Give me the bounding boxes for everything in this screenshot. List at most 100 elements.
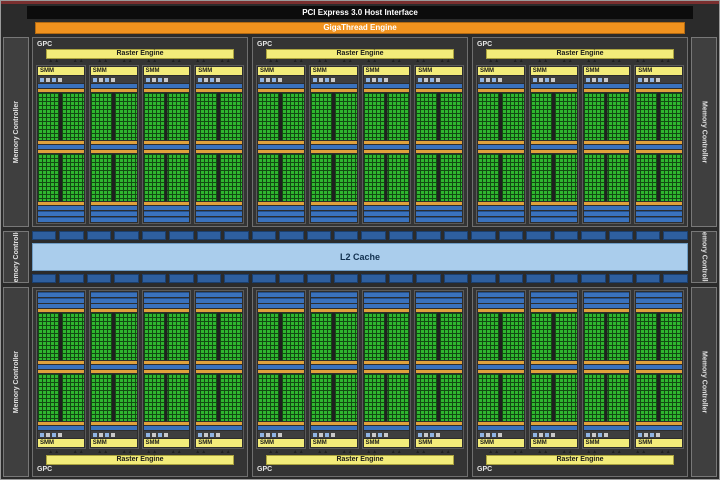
polymorph-engine [478, 431, 524, 438]
polymorph-icon [330, 432, 335, 437]
instruction-cache-bar [38, 84, 84, 88]
polymorph-icon [550, 77, 555, 82]
warp-scheduler-bar [636, 202, 682, 205]
cuda-core-grid [196, 374, 242, 421]
triangle-icon: ▲▲ [121, 449, 134, 455]
triangle-icon: ▲▲ [586, 58, 599, 64]
polymorph-icon [430, 77, 435, 82]
smm-unit: SMM [308, 290, 359, 449]
warp-scheduler-bar [416, 361, 462, 364]
warp-scheduler-bar [636, 370, 682, 373]
warp-scheduler-bar [90, 361, 137, 364]
warp-scheduler-bar [143, 309, 190, 312]
warp-scheduler-bar [363, 361, 410, 364]
cuda-core-grid [636, 93, 682, 140]
warp-scheduler-bar [90, 150, 137, 153]
l2-slice [663, 231, 688, 240]
l2-slice [251, 274, 277, 283]
smm-label: SMM [196, 67, 242, 75]
smm-label: SMM [143, 67, 190, 75]
memory-controller-label: Memory Controller [700, 231, 708, 283]
polymorph-icon [198, 432, 203, 437]
warp-scheduler-bar [416, 141, 462, 144]
l2-slice [141, 274, 167, 283]
polymorph-engine [90, 76, 137, 83]
texture-cache-bar [583, 304, 630, 308]
warp-scheduler-bar [478, 370, 524, 373]
instruction-cache-bar [90, 426, 137, 430]
warp-scheduler-bar [143, 361, 190, 364]
texture-unit-bar [310, 211, 357, 216]
warp-scheduler-bar [90, 202, 137, 205]
smm-label: SMM [478, 67, 524, 75]
smm-unit: SMM [528, 65, 579, 224]
texture-cache-bar [636, 304, 682, 308]
triangle-icon: ▲▲ [415, 449, 428, 455]
gpc-header: GPC Raster Engine ▲▲ ▲▲ ▲▲ ▲▲ ▲▲ ▲▲ ▲▲ ▲▲ [36, 450, 244, 474]
warp-scheduler-bar [196, 141, 242, 144]
texture-unit-bar [530, 298, 577, 303]
l2-slice [333, 274, 359, 283]
polymorph-icon [603, 432, 608, 437]
texture-cache-bar [258, 365, 304, 369]
instruction-cache-bar [38, 426, 84, 430]
processing-block [478, 89, 524, 149]
instruction-cache-bar [416, 84, 462, 88]
triangle-icon: ▲▲ [659, 449, 672, 455]
triangle-icon: ▲▲ [195, 58, 208, 64]
l2-cache: L2 Cache [32, 243, 688, 271]
gpc: GPC Raster Engine ▲▲ ▲▲ ▲▲ ▲▲ ▲▲ ▲▲ ▲▲ ▲▲ SMM [472, 287, 688, 477]
l2-slice [498, 274, 524, 283]
smm-unit: SMM [88, 290, 139, 449]
instruction-cache-bar [196, 426, 242, 430]
gpc-header: GPC Raster Engine ▲▲ ▲▲ ▲▲ ▲▲ ▲▲ ▲▲ ▲▲ ▲▲ [256, 450, 464, 474]
warp-scheduler-bar [258, 370, 304, 373]
polymorph-engine [143, 431, 190, 438]
processing-block [143, 150, 190, 210]
texture-cache-bar [478, 365, 524, 369]
warp-scheduler-bar [196, 309, 242, 312]
smm-unit: SMM [141, 290, 192, 449]
raster-engine-bar: Raster Engine [486, 455, 674, 465]
l2-slice [86, 274, 112, 283]
smm-unit: SMM [36, 65, 86, 224]
triangle-icon: ▲▲ [219, 58, 232, 64]
warp-scheduler-bar [530, 141, 577, 144]
triangle-icon: ▲▲ [292, 449, 305, 455]
triangle-icon: ▲▲ [268, 58, 281, 64]
warp-scheduler-bar [583, 150, 630, 153]
warp-scheduler-bar [38, 150, 84, 153]
processing-block [90, 150, 137, 210]
polymorph-icon [644, 432, 649, 437]
polymorph-engine [363, 76, 410, 83]
triangle-icon: ▲▲ [610, 449, 623, 455]
processing-block [310, 89, 357, 149]
polymorph-icon [371, 432, 376, 437]
instruction-cache-bar [363, 426, 410, 430]
triangle-icon: ▲▲ [170, 449, 183, 455]
processing-block [143, 89, 190, 149]
smm-unit: SMM [581, 290, 632, 449]
processing-block [363, 304, 410, 364]
processing-block [310, 150, 357, 210]
texture-unit-bar [416, 211, 462, 216]
texture-unit-bar [530, 211, 577, 216]
texture-unit-bar [143, 217, 190, 222]
texture-cache-bar [38, 365, 84, 369]
l2-slice [32, 274, 57, 283]
polymorph-icon [597, 77, 602, 82]
texture-cache-bar [530, 145, 577, 149]
polymorph-icon [424, 77, 429, 82]
smm-label: SMM [38, 439, 84, 447]
texture-unit-bar [478, 298, 524, 303]
polymorph-icon [585, 432, 590, 437]
raster-engine-bar: Raster Engine [46, 455, 234, 465]
l2-slice [581, 274, 606, 283]
texture-unit-bar [90, 298, 137, 303]
polymorph-icon [260, 77, 264, 82]
smm-unit: SMM [308, 65, 359, 224]
l2-slice [471, 274, 496, 283]
polymorph-icon [424, 432, 429, 437]
instruction-cache-bar [530, 84, 577, 88]
cuda-core-grid [38, 93, 84, 140]
